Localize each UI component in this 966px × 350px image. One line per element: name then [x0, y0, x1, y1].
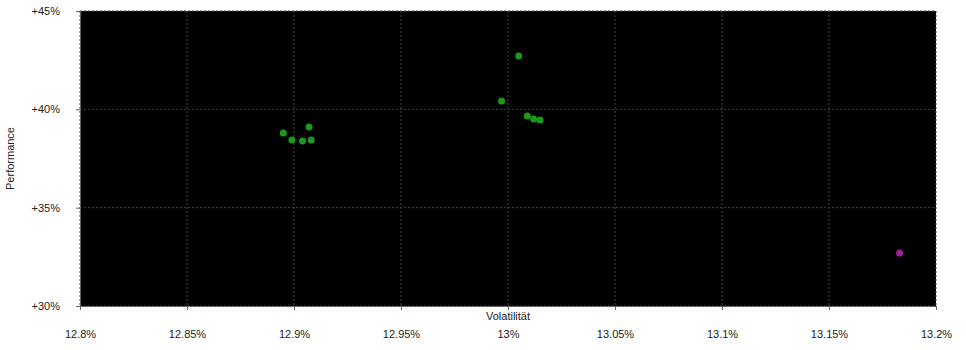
- x-tick-label: 13.1%: [707, 328, 738, 340]
- y-axis-title: Performance: [4, 127, 16, 190]
- point: [288, 137, 295, 144]
- x-tick-label: 13.2%: [921, 328, 952, 340]
- y-tick-mark: [76, 208, 80, 209]
- point: [537, 116, 544, 123]
- x-tick: 12.9%: [279, 306, 310, 340]
- x-tick-mark: [294, 306, 295, 310]
- x-tick: 12.8%: [65, 306, 96, 340]
- grid-line-y: [80, 109, 936, 110]
- grid: [80, 11, 936, 306]
- points: [280, 53, 903, 257]
- grid-line-x: [187, 11, 188, 306]
- grid-line-x: [615, 11, 616, 306]
- y-axis-line: [76, 12, 81, 307]
- y-tick-mark: [76, 11, 80, 12]
- grid-line-x: [401, 11, 402, 306]
- y-tick: +40%: [32, 103, 80, 115]
- x-tick: 13.1%: [707, 306, 738, 340]
- y-tick: +45%: [32, 5, 80, 17]
- y-tick-label: +35%: [32, 202, 61, 214]
- y-tick-label: +40%: [32, 103, 61, 115]
- point: [305, 124, 312, 131]
- x-tick: 13.15%: [811, 306, 849, 340]
- y-tick-mark: [76, 306, 80, 307]
- point: [299, 137, 306, 144]
- grid-line-x: [508, 11, 509, 306]
- x-tick-mark: [187, 306, 188, 310]
- point: [515, 53, 522, 60]
- x-tick: 13.2%: [921, 306, 952, 340]
- point: [530, 115, 537, 122]
- x-tick-label: 12.85%: [169, 328, 207, 340]
- point: [896, 250, 903, 257]
- point: [308, 137, 315, 144]
- x-tick-mark: [722, 306, 723, 310]
- x-tick-label: 13.05%: [597, 328, 635, 340]
- x-tick: 13.05%: [597, 306, 635, 340]
- x-tick: 12.85%: [169, 306, 207, 340]
- grid-line-x: [294, 11, 295, 306]
- x-tick: 12.95%: [383, 306, 421, 340]
- grid-line-x: [936, 11, 937, 306]
- point: [280, 129, 287, 136]
- x-tick-label: 13.15%: [811, 328, 849, 340]
- point: [524, 113, 531, 120]
- grid-line-y: [80, 11, 936, 12]
- plot-background: [80, 11, 936, 306]
- y-tick: +30%: [32, 300, 80, 312]
- y-tick-label: +45%: [32, 5, 61, 17]
- x-tick-label: 13%: [497, 328, 519, 340]
- x-tick-label: 12.95%: [383, 328, 421, 340]
- grid-line-x: [829, 11, 830, 306]
- x-tick-mark: [615, 306, 616, 310]
- y-tick-mark: [76, 109, 80, 110]
- x-tick-label: 12.9%: [279, 328, 310, 340]
- x-tick-mark: [936, 306, 937, 310]
- x-axis: 12.8% 12.85% 12.9% 12.95% 13% 13.05% 13.1% 13.1…: [65, 306, 952, 340]
- x-axis-title: Volatilität: [486, 310, 530, 322]
- grid-line-x: [722, 11, 723, 306]
- y-tick: +35%: [32, 202, 80, 214]
- point: [498, 98, 505, 105]
- x-tick-label: 12.8%: [65, 328, 96, 340]
- grid-line-y: [80, 207, 936, 208]
- chart: 12.8% 12.85% 12.9% 12.95% 13% 13.05% 13.1% 13.1…: [0, 0, 966, 350]
- x-tick-mark: [401, 306, 402, 310]
- x-tick-mark: [829, 306, 830, 310]
- y-axis: +30% +35% +40% +45%: [32, 5, 81, 312]
- y-tick-label: +30%: [32, 300, 61, 312]
